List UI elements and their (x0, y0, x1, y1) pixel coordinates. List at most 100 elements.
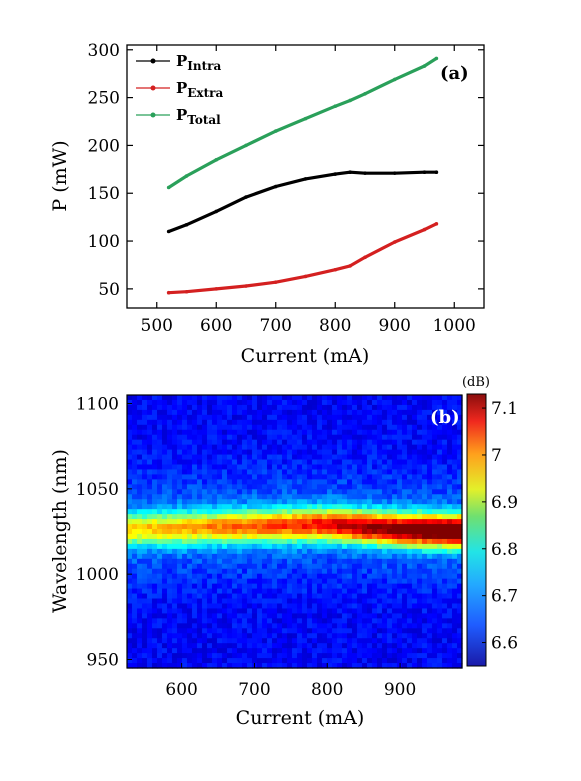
heatmap-cell (407, 653, 413, 659)
heatmap-cell (277, 474, 283, 480)
heatmap-cell (227, 529, 233, 535)
heatmap-cell (337, 543, 343, 550)
heatmap-cell (422, 648, 428, 654)
heatmap-cell (157, 538, 163, 545)
heatmap-cell (177, 623, 183, 629)
heatmap-cell (447, 588, 453, 595)
heatmap-cell (397, 633, 403, 639)
heatmap-cell (162, 533, 168, 540)
heatmap-cell (457, 603, 463, 610)
heatmap-cell (377, 395, 383, 401)
heatmap-cell (232, 395, 238, 401)
heatmap-cell (277, 628, 283, 634)
heatmap-cell (402, 484, 408, 490)
heatmap-cell (422, 459, 428, 466)
heatmap-cell (342, 459, 348, 466)
heatmap-cell (362, 613, 368, 619)
heatmap-cell (237, 404, 243, 411)
heatmap-cell (332, 399, 338, 406)
heatmap-cell (322, 504, 328, 510)
heatmap-cell (427, 613, 433, 619)
heatmap-cell (172, 628, 178, 634)
heatmap-cell (297, 464, 303, 471)
heatmap-cell (452, 439, 458, 446)
heatmap-cell (152, 628, 158, 634)
heatmap-cell (212, 598, 218, 605)
heatmap-cell (167, 454, 173, 461)
heatmap-cell (262, 414, 268, 421)
heatmap-cell (272, 563, 278, 570)
heatmap-cell (187, 474, 193, 480)
heatmap-cell (222, 573, 228, 580)
heatmap-cell (307, 524, 313, 530)
heatmap-cell (132, 484, 138, 490)
heatmap-cell (202, 464, 208, 471)
heatmap-cell (182, 409, 188, 416)
heatmap-cell (397, 608, 403, 614)
heatmap-cell (417, 464, 423, 471)
heatmap-cell (417, 663, 423, 669)
heatmap-cell (157, 429, 163, 436)
heatmap-cell (187, 414, 193, 421)
heatmap-cell (292, 529, 298, 535)
heatmap-cell (277, 558, 283, 565)
heatmap-cell (442, 543, 448, 550)
heatmap-cell (417, 509, 423, 515)
heatmap-cell (412, 603, 418, 610)
heatmap-cell (317, 499, 323, 505)
heatmap-cell (442, 464, 448, 471)
heatmap-cell (277, 643, 283, 649)
heatmap-cell (402, 633, 408, 639)
heatmap-cell (437, 663, 443, 669)
heatmap-cell (177, 469, 183, 476)
heatmap-cell (167, 449, 173, 456)
heatmap-cell (372, 489, 378, 495)
heatmap-cell (242, 524, 248, 530)
heatmap-cell (372, 449, 378, 456)
heatmap-cell (402, 404, 408, 411)
heatmap-cell (457, 484, 463, 490)
heatmap-cell (242, 543, 248, 550)
heatmap-cell (417, 628, 423, 634)
heatmap-cell (277, 429, 283, 436)
heatmap-cell (167, 633, 173, 639)
heatmap-cell (147, 613, 153, 619)
heatmap-cell (407, 489, 413, 495)
heatmap-cell (217, 404, 223, 411)
heatmap-cell (217, 533, 223, 540)
heatmap-cell (152, 603, 158, 610)
heatmap-cell (342, 519, 348, 525)
heatmap-cell (267, 563, 273, 570)
heatmap-cell (152, 514, 158, 520)
heatmap-cell (277, 623, 283, 629)
heatmap-cell (267, 533, 273, 540)
heatmap-cell (242, 548, 248, 555)
heatmap-cell (412, 623, 418, 629)
heatmap-cell (372, 543, 378, 550)
heatmap-cell (187, 409, 193, 416)
heatmap-cell (282, 464, 288, 471)
heatmap-cell (162, 648, 168, 654)
heatmap-cell (167, 424, 173, 431)
heatmap-cell (452, 628, 458, 634)
heatmap-cell (447, 608, 453, 614)
heatmap-cell (437, 404, 443, 411)
heatmap-cell (382, 618, 388, 624)
heatmap-cell (337, 509, 343, 515)
heatmap-cell (432, 613, 438, 619)
heatmap-cell (287, 519, 293, 525)
heatmap-cell (407, 643, 413, 649)
heatmap-cell (387, 578, 393, 585)
heatmap-cell (282, 543, 288, 550)
heatmap-cell (372, 618, 378, 624)
heatmap-cell (432, 489, 438, 495)
heatmap-cell (327, 484, 333, 490)
heatmap-cell (162, 638, 168, 644)
heatmap-cell (407, 414, 413, 421)
heatmap-cell (152, 524, 158, 530)
heatmap-cell (352, 429, 358, 436)
heatmap-cell (352, 553, 358, 560)
heatmap-cell (172, 663, 178, 669)
heatmap-cell (182, 538, 188, 545)
heatmap-cell (417, 439, 423, 446)
